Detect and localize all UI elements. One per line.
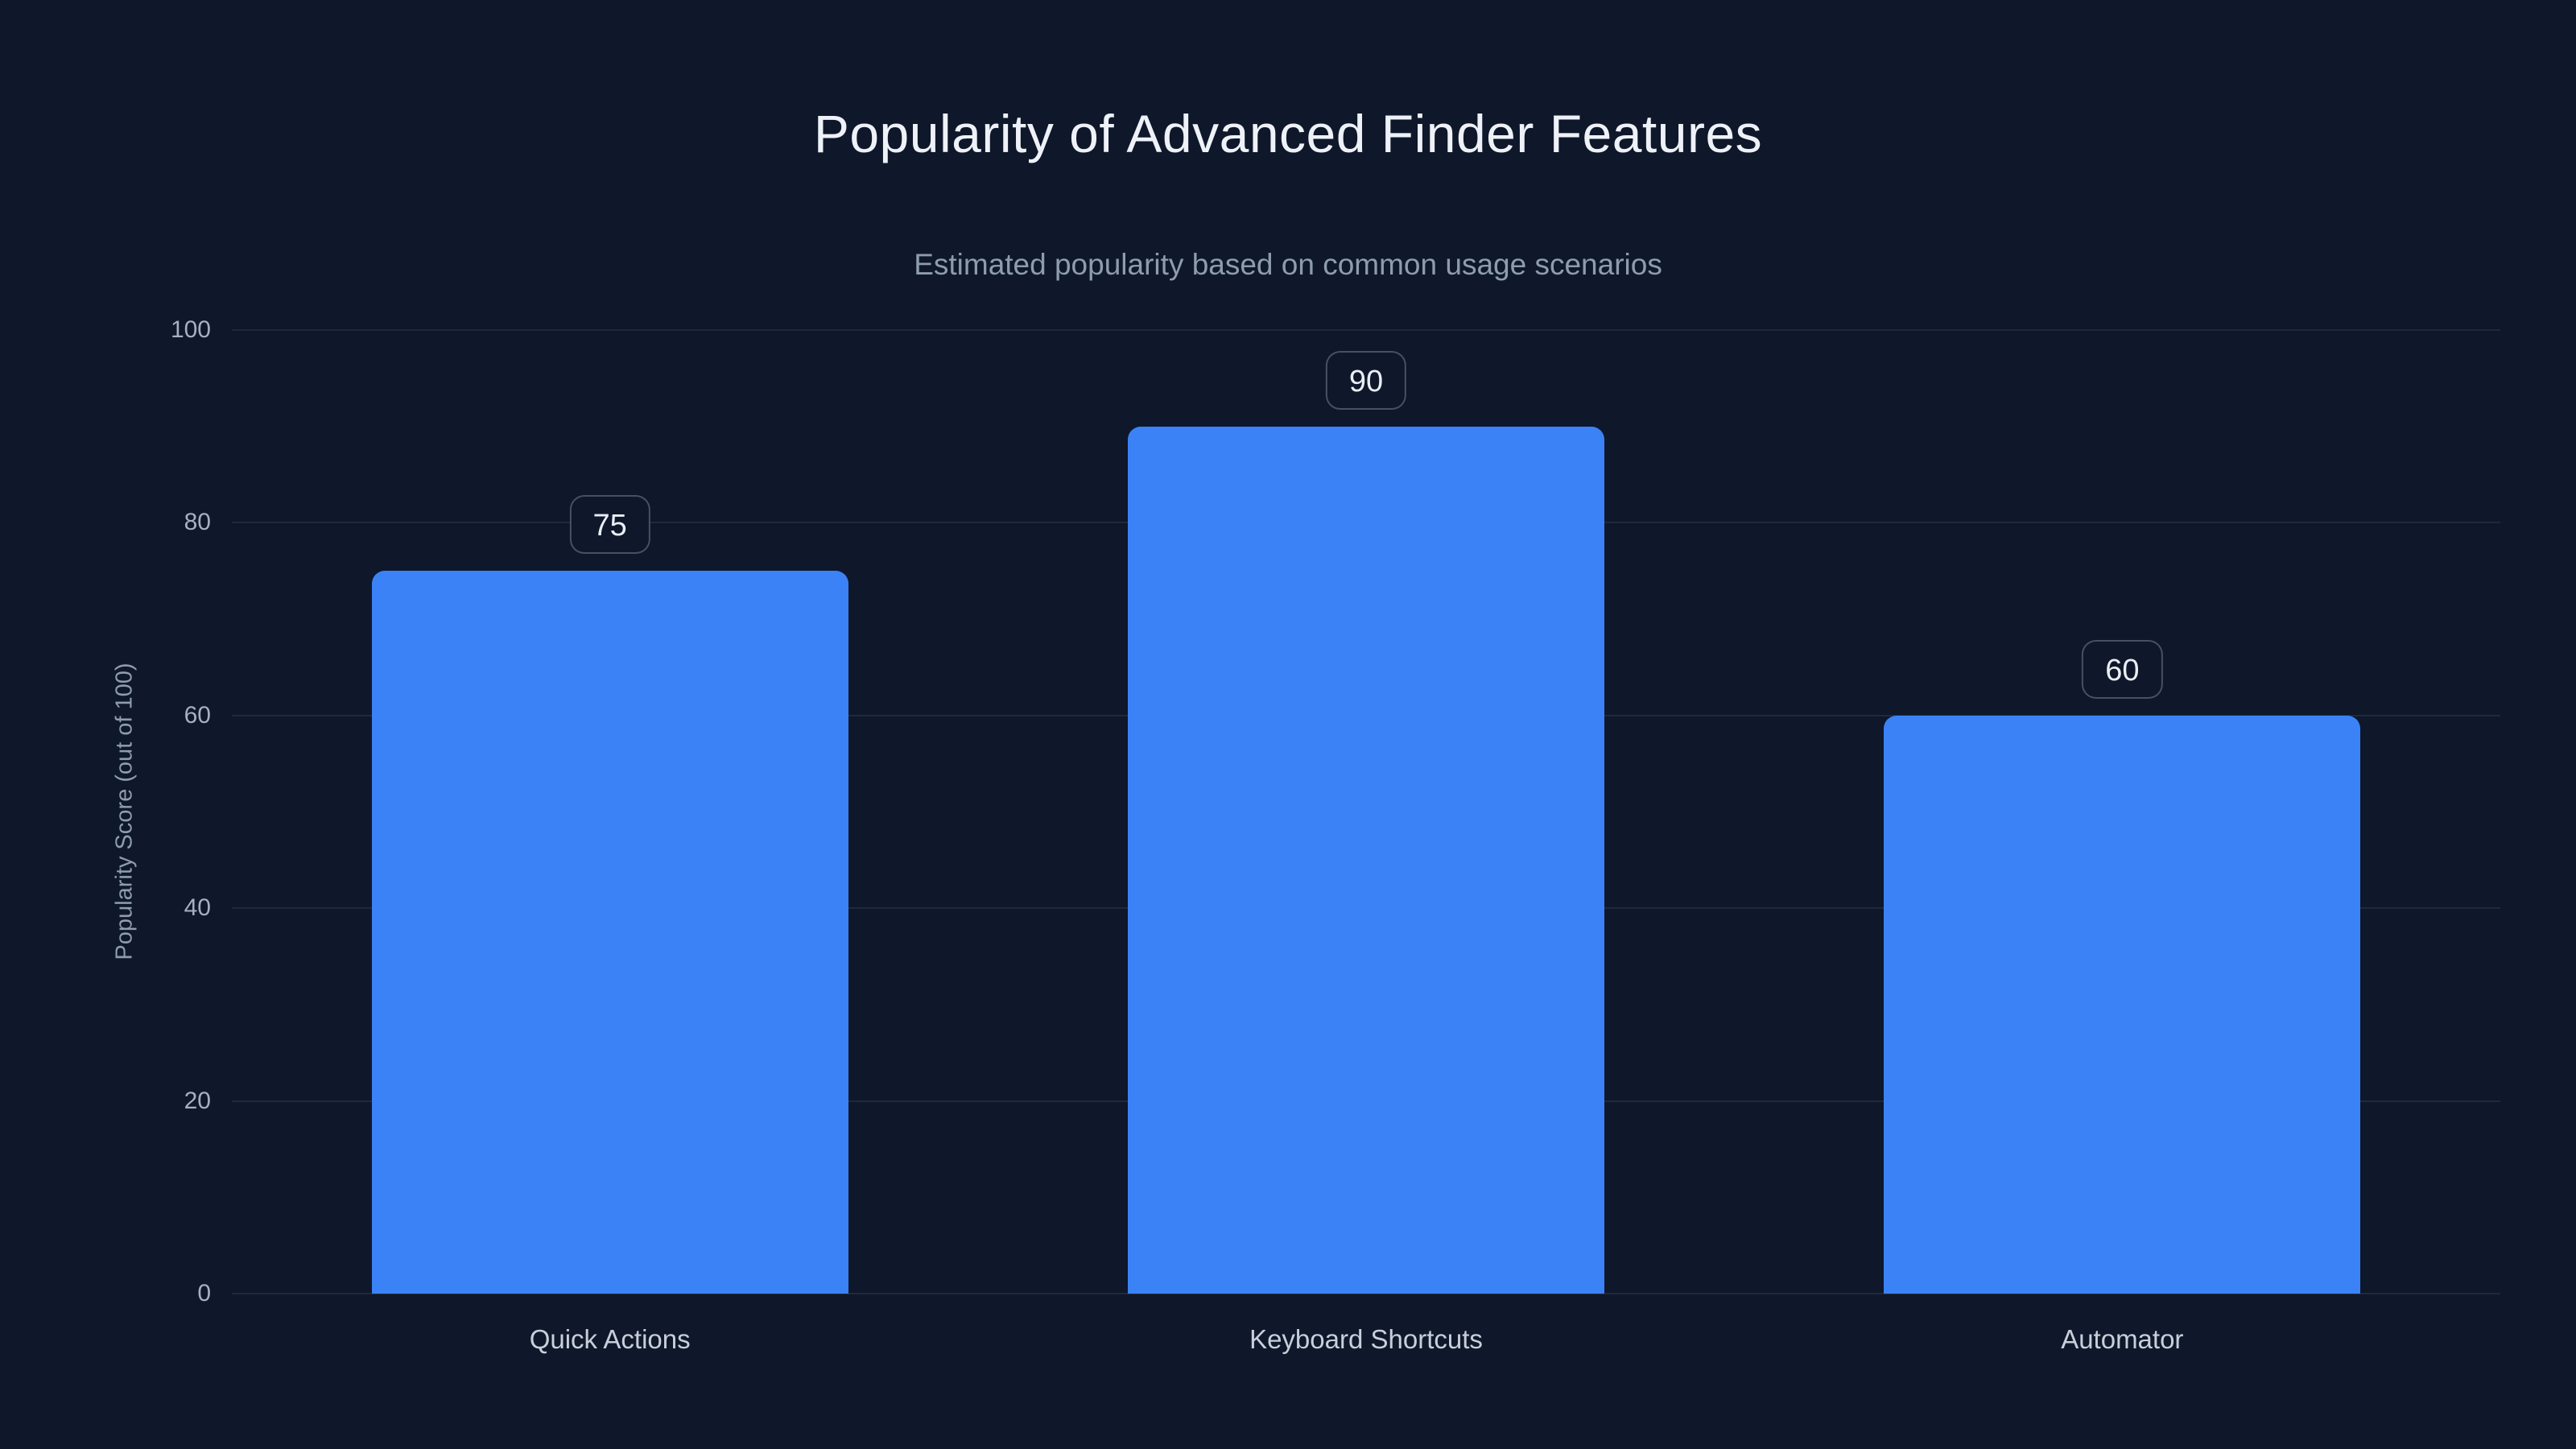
bar-automator[interactable] (1884, 715, 2361, 1294)
y-tick-label: 100 (170, 316, 211, 343)
y-tick-label: 60 (184, 701, 211, 729)
category-label: Quick Actions (529, 1324, 691, 1354)
chart-subtitle: Estimated popularity based on common usa… (914, 248, 1662, 281)
plot-area: 75 90 60 (232, 329, 2500, 1294)
value-badge: 75 (569, 495, 650, 555)
chart-title: Popularity of Advanced Finder Features (813, 104, 1763, 163)
bars-layer: 75 90 60 (232, 330, 2500, 1294)
gridline (232, 329, 2500, 331)
bar-quick-actions[interactable] (371, 571, 848, 1294)
category-label: Automator (2061, 1324, 2184, 1354)
gridline (232, 1293, 2500, 1294)
y-tick-label: 40 (184, 894, 211, 922)
bar-keyboard-shortcuts[interactable] (1128, 426, 1604, 1294)
y-tick-label: 20 (184, 1087, 211, 1114)
category-label: Keyboard Shortcuts (1249, 1324, 1483, 1354)
y-axis-label: Popularity Score (out of 100) (111, 663, 138, 960)
value-badge: 90 (1325, 350, 1407, 410)
y-tick-label: 0 (197, 1280, 211, 1307)
y-tick-label: 80 (184, 509, 211, 536)
value-badge: 60 (2082, 639, 2163, 699)
